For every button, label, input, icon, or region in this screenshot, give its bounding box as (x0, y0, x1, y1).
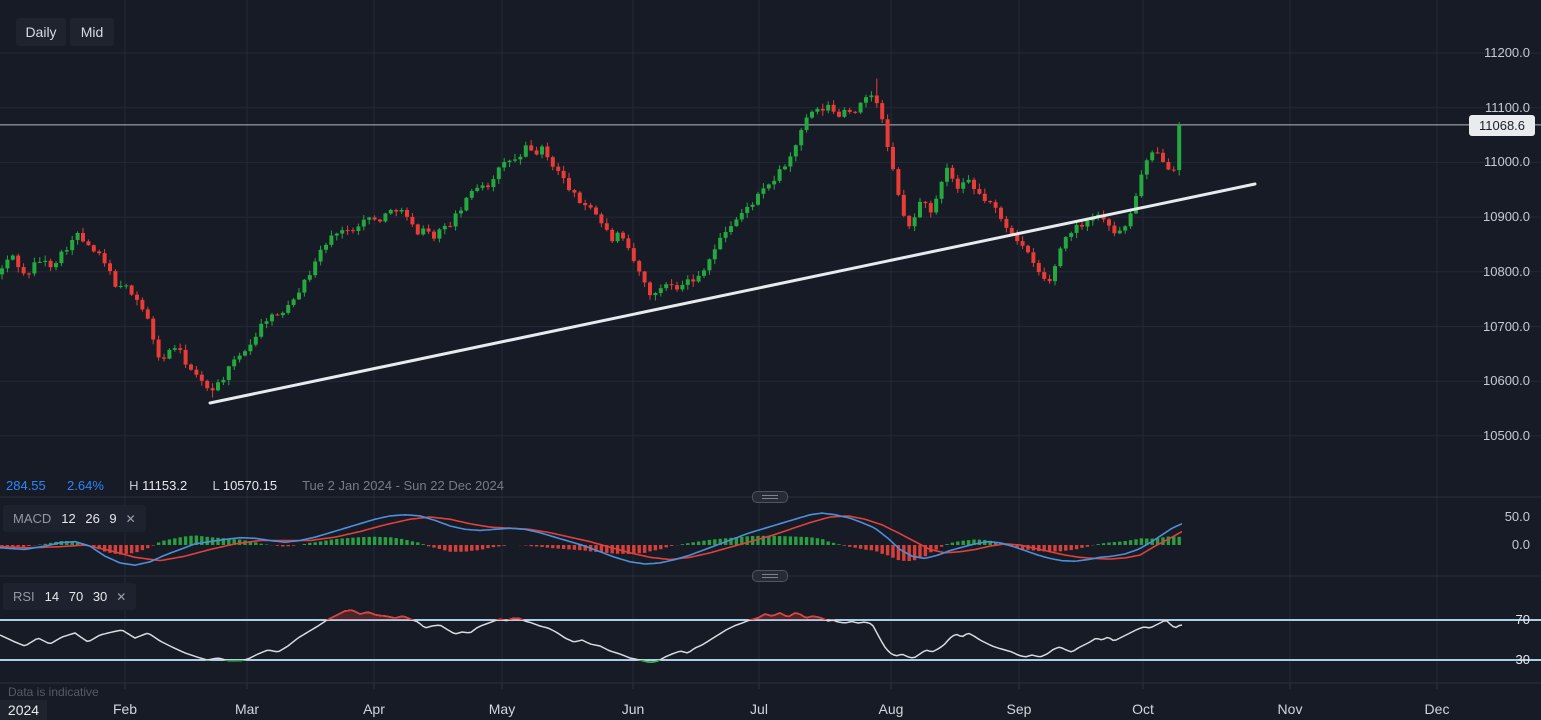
time-axis-month-label: Nov (1277, 701, 1303, 717)
price-change-value: 284.55 (6, 478, 46, 493)
rsi-params: 14 70 30 (44, 589, 108, 604)
time-axis-month-label: Jun (621, 701, 645, 717)
rsi-axis-label: 30 (1515, 652, 1530, 667)
rsi-close-icon[interactable]: ✕ (116, 589, 127, 604)
price-change-percent: 2.64% (67, 478, 104, 493)
macd-indicator-label[interactable]: MACD 12 26 9 ✕ (3, 505, 146, 532)
time-axis-month-label: Feb (112, 701, 138, 717)
macd-title: MACD (13, 511, 52, 526)
time-axis-month-label: Aug (878, 701, 904, 717)
low-value: 10570.15 (222, 478, 278, 493)
macd-axis-label: 50.0 (1504, 509, 1530, 524)
price-axis-label: 11100.0 (1484, 99, 1530, 115)
time-axis-month-label: May (488, 701, 516, 717)
chart-type-mid-button[interactable]: Mid (70, 18, 114, 46)
rsi-indicator-label[interactable]: RSI 14 70 30 ✕ (3, 583, 137, 610)
time-axis-month-label: Jul (750, 701, 768, 717)
current-price-badge: 11068.6 (1469, 115, 1535, 136)
price-axis-label: 10900.0 (1483, 209, 1530, 225)
rsi-panel-resize-handle[interactable] (752, 570, 788, 582)
macd-params: 12 26 9 (61, 511, 117, 526)
data-indicative-note: Data is indicative (8, 685, 99, 699)
status-bar: 284.55 2.64% H 11153.2 L 10570.15 Tue 2 … (6, 478, 504, 493)
price-axis-label: 10800.0 (1483, 263, 1530, 279)
price-axis-label: 10700.0 (1483, 318, 1530, 334)
low-label: L (212, 478, 220, 493)
rsi-title: RSI (13, 589, 35, 604)
rsi-axis-label: 70 (1515, 612, 1530, 627)
price-axis-label: 10600.0 (1483, 373, 1530, 389)
date-range: Tue 2 Jan 2024 - Sun 22 Dec 2024 (302, 478, 504, 493)
high-label: H (129, 478, 139, 493)
time-axis-month-label: Apr (363, 701, 385, 717)
macd-panel-resize-handle[interactable] (752, 491, 788, 503)
time-axis-year-label: 2024 (0, 700, 47, 720)
time-axis-month-label: Mar (234, 701, 260, 717)
price-axis-label: 11200.0 (1483, 45, 1530, 60)
time-axis-month-label: Sep (1006, 701, 1032, 717)
timeframe-daily-button[interactable]: Daily (16, 18, 66, 46)
high-value: 11153.2 (142, 478, 188, 493)
macd-axis-label: 0.0 (1511, 537, 1530, 552)
time-axis-month-label: Dec (1424, 701, 1450, 717)
time-axis-month-label: Oct (1132, 701, 1154, 717)
price-axis-label: 11000.0 (1483, 154, 1530, 170)
macd-close-icon[interactable]: ✕ (125, 511, 136, 526)
price-axis-label: 10500.0 (1483, 427, 1530, 443)
